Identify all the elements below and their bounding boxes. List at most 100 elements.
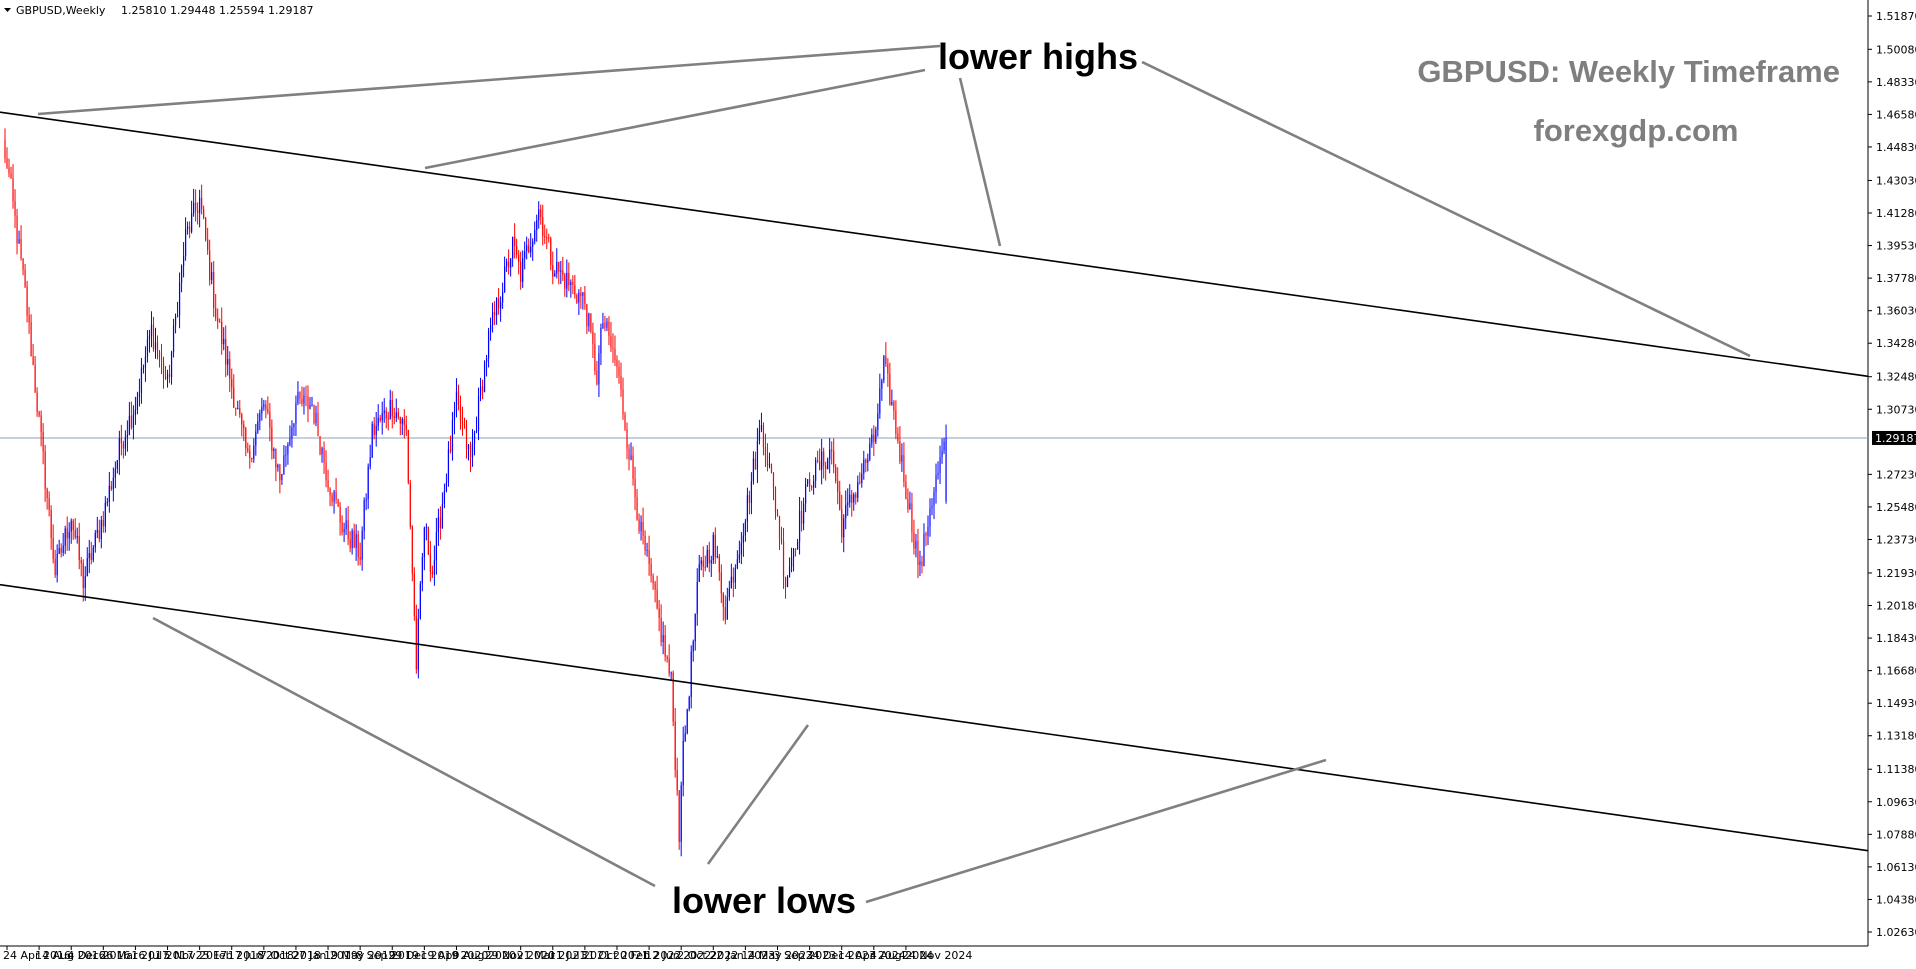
candle-body xyxy=(530,246,532,253)
candle-body xyxy=(421,557,423,584)
x-tick-label: 14 May 2023 xyxy=(741,949,813,962)
candle-body xyxy=(110,485,112,490)
candle-body xyxy=(929,508,931,527)
candle-body xyxy=(754,458,757,470)
y-tick-label: 1.50080 xyxy=(1876,43,1916,56)
candle-body xyxy=(399,417,401,424)
candle-body xyxy=(845,504,847,519)
candle-body xyxy=(658,608,660,618)
candle-body xyxy=(287,444,289,455)
candle-body xyxy=(792,548,795,558)
x-tick-label: 4 Dec 2016 xyxy=(67,949,130,962)
candle-body xyxy=(261,406,263,414)
candle-body xyxy=(774,488,777,512)
candle-body xyxy=(146,339,149,357)
candle-body xyxy=(48,498,50,510)
candle-body xyxy=(267,409,269,412)
candle-body xyxy=(156,342,159,353)
candle-body xyxy=(345,520,347,530)
candle-body xyxy=(668,658,670,674)
candle-body xyxy=(923,533,925,567)
candle-body xyxy=(933,492,935,506)
candle-body xyxy=(594,343,596,371)
candle-body xyxy=(327,479,329,489)
candle-body xyxy=(901,455,903,462)
candle-body xyxy=(381,413,383,421)
candle-body xyxy=(574,284,576,296)
candle-body xyxy=(644,535,646,551)
candle-body xyxy=(317,412,319,437)
candle-body xyxy=(239,408,241,415)
annotation-connector xyxy=(152,616,656,888)
candle-body xyxy=(809,479,811,487)
y-tick-label: 1.39530 xyxy=(1876,240,1916,253)
y-tick-label: 1.36030 xyxy=(1876,305,1916,318)
candle-body xyxy=(46,488,48,499)
upper-trendline xyxy=(0,111,1869,378)
candle-body xyxy=(813,480,815,488)
candle-body xyxy=(802,503,805,524)
candle-body xyxy=(794,548,797,550)
candle-body xyxy=(532,241,534,247)
trendlines xyxy=(0,111,1869,852)
candle-body xyxy=(479,386,482,396)
x-tick-label: 29 Nov 2020 xyxy=(485,949,555,962)
dropdown-triangle-icon[interactable] xyxy=(4,8,11,12)
candle-body xyxy=(883,356,885,381)
candle-body xyxy=(546,237,548,239)
y-tick-label: 1.34280 xyxy=(1876,337,1916,350)
candle-body xyxy=(696,581,698,614)
candle-body xyxy=(269,411,271,428)
x-tick-label: 3 Sep 2023 xyxy=(774,949,837,962)
candle-body xyxy=(493,311,496,316)
candle-body xyxy=(712,534,714,561)
candle-body xyxy=(52,537,54,559)
y-tick-label: 1.14930 xyxy=(1876,697,1916,710)
candle-body xyxy=(209,250,211,281)
candle-body xyxy=(26,286,28,316)
candle-body xyxy=(138,392,141,398)
candle-body xyxy=(455,391,458,413)
candle-body xyxy=(56,553,58,576)
candle-body xyxy=(325,462,327,480)
candle-body xyxy=(279,464,281,481)
candle-body xyxy=(634,478,636,498)
candle-body xyxy=(526,245,528,252)
candle-body xyxy=(140,368,143,393)
candle-body xyxy=(871,434,873,444)
candle-body xyxy=(692,641,694,652)
candle-body xyxy=(800,510,803,524)
y-tick-label: 1.18430 xyxy=(1876,632,1916,645)
candle-body xyxy=(913,532,915,549)
y-tick-label: 1.32480 xyxy=(1876,371,1916,384)
candle-body xyxy=(323,447,325,463)
candle-body xyxy=(122,443,124,449)
candle-body xyxy=(941,450,943,458)
candle-body xyxy=(909,503,911,510)
candle-body xyxy=(841,509,843,538)
candle-body xyxy=(602,322,604,328)
annotation-connector xyxy=(424,68,926,170)
candle-body xyxy=(887,364,889,374)
candle-body xyxy=(253,445,255,459)
candle-body xyxy=(491,311,494,326)
candle-body xyxy=(108,485,110,502)
candle-body xyxy=(831,449,833,452)
candle-body xyxy=(506,261,508,267)
candle-body xyxy=(221,321,223,345)
candle-body xyxy=(873,434,875,442)
candle-body xyxy=(337,499,339,507)
candle-body xyxy=(879,388,881,414)
candle-body xyxy=(897,433,899,441)
candle-body xyxy=(32,356,34,365)
candle-body xyxy=(837,481,839,492)
candle-body xyxy=(160,357,163,361)
candle-body xyxy=(608,321,610,336)
x-tick-label: 5 Nov 2017 xyxy=(164,949,227,962)
candle-body xyxy=(937,472,939,476)
candle-body xyxy=(435,532,437,561)
candle-body xyxy=(833,451,835,467)
candle-body xyxy=(654,583,656,590)
y-tick-label: 1.37780 xyxy=(1876,272,1916,285)
